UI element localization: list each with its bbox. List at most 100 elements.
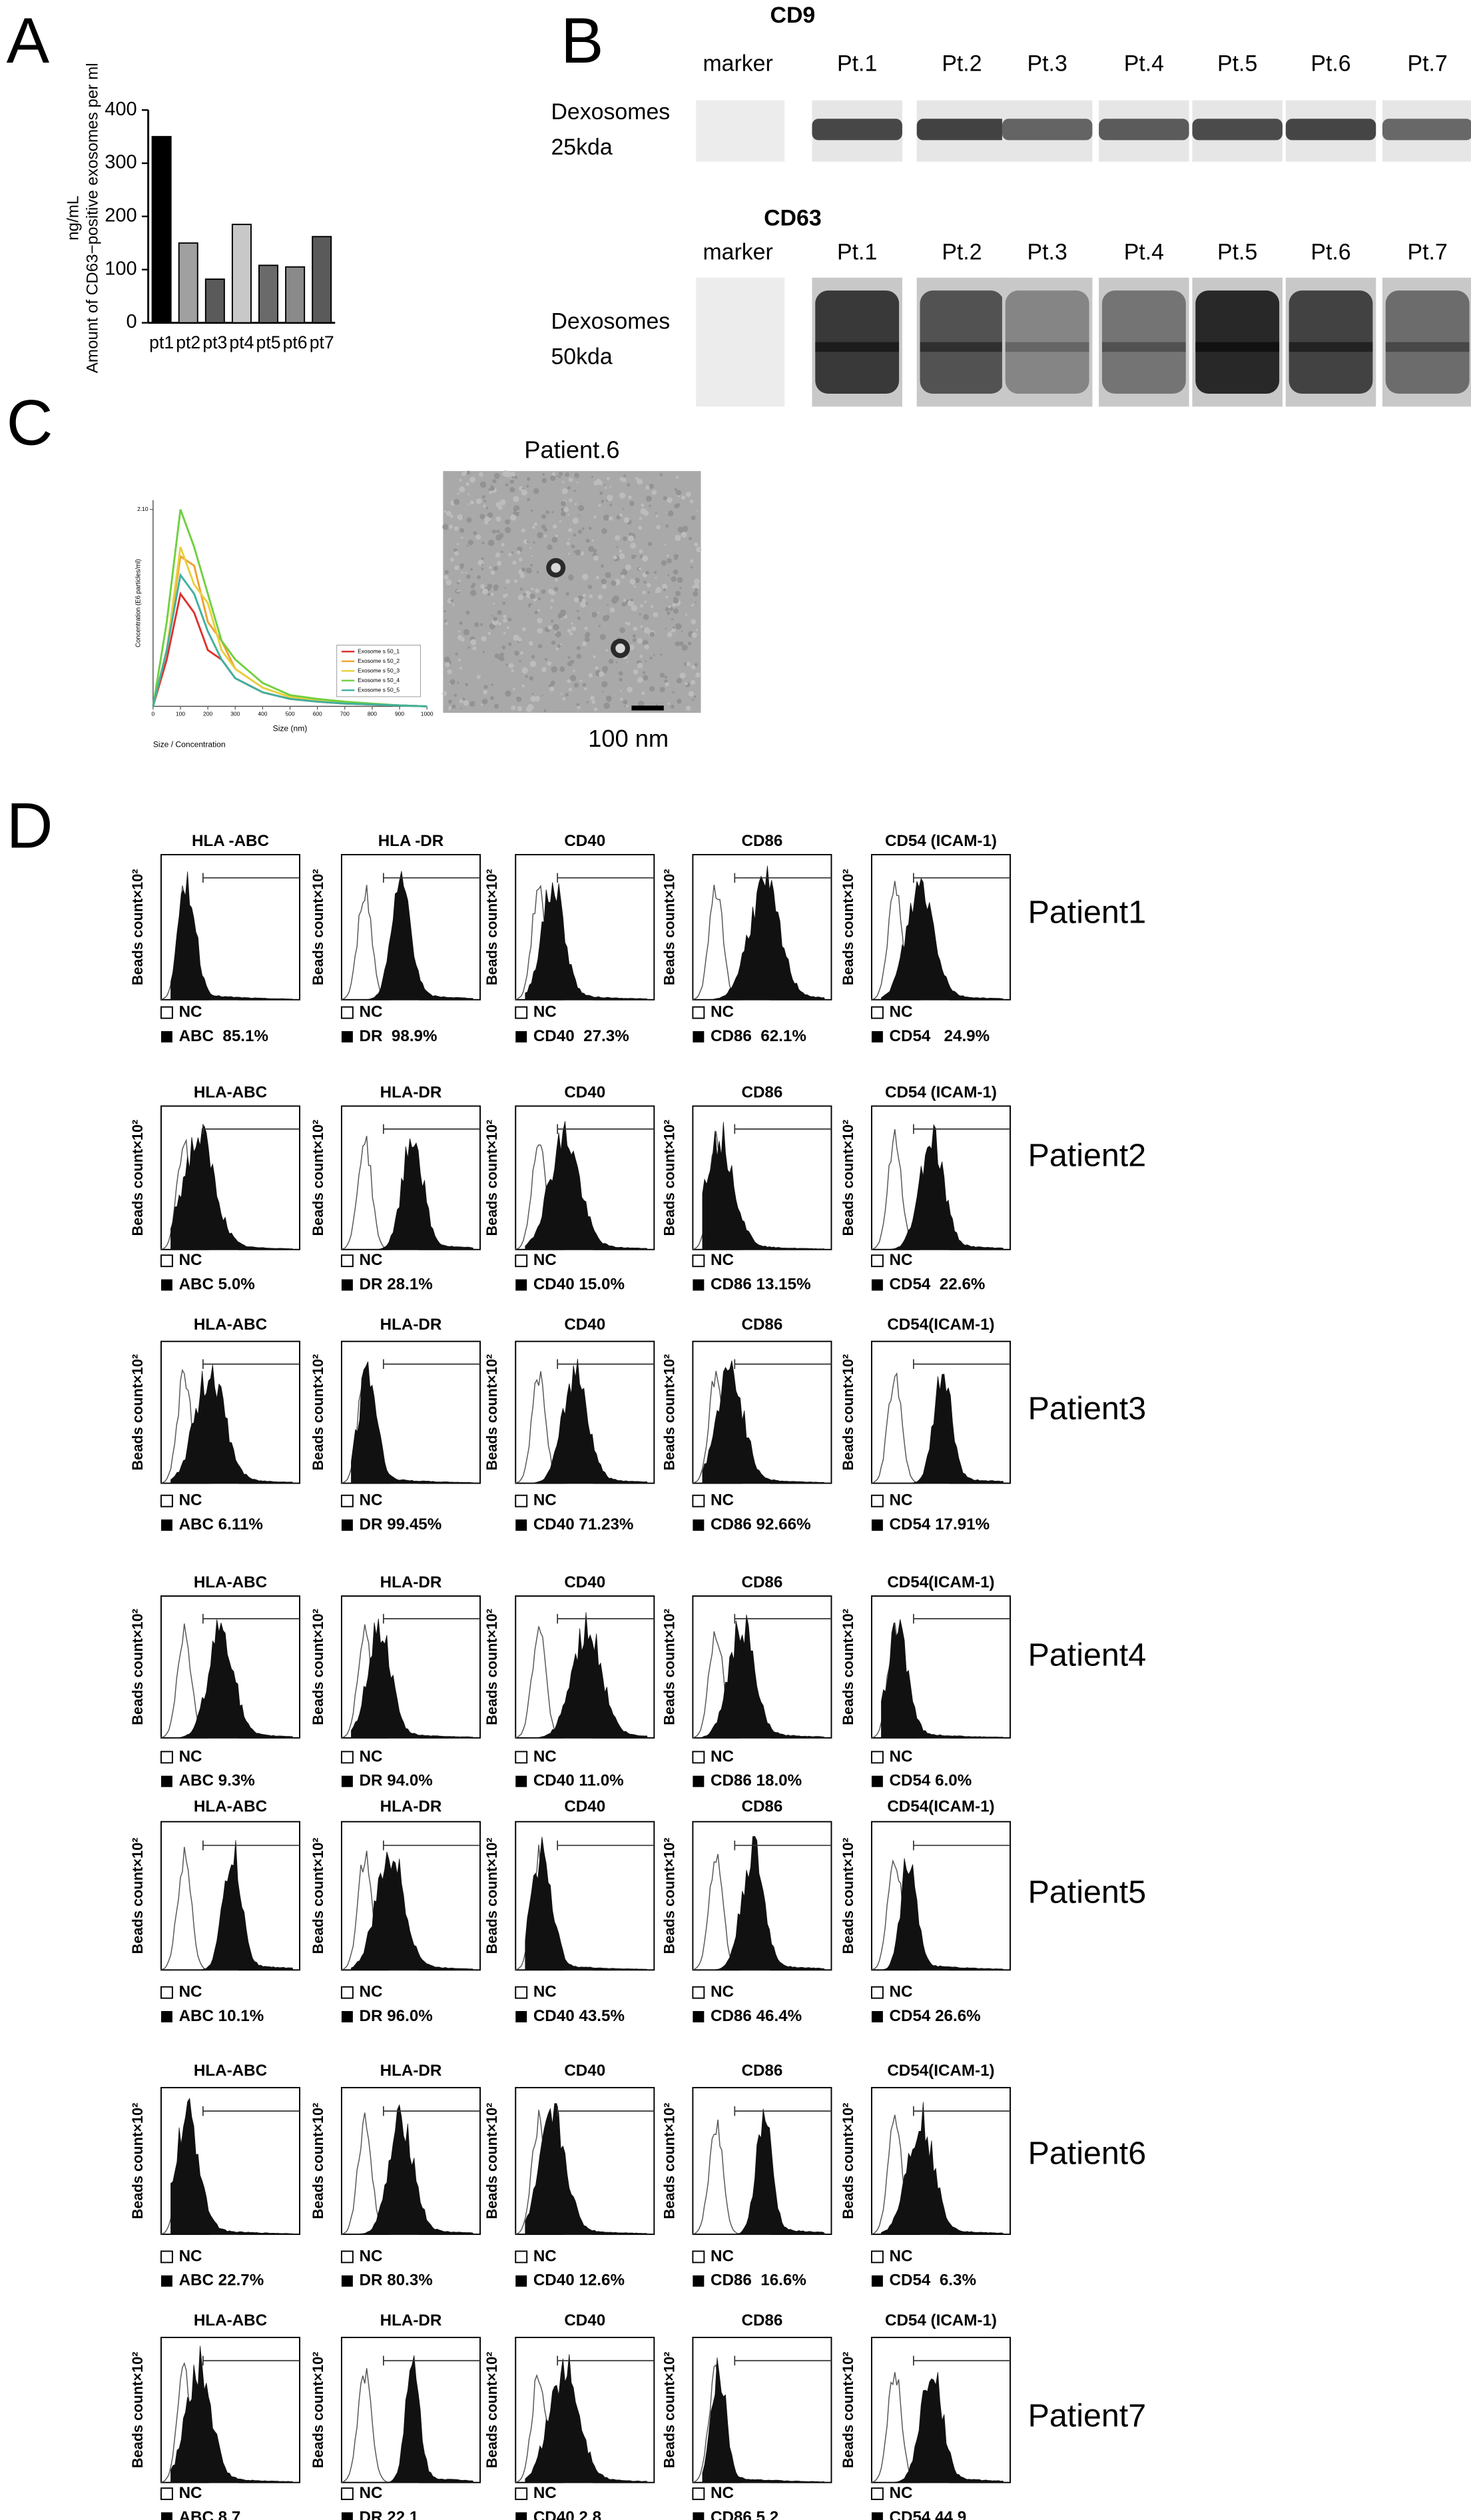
em-noise [571, 544, 575, 549]
em-noise [534, 695, 540, 702]
em-noise [523, 539, 528, 544]
lane-label: Pt.5 [1217, 51, 1257, 76]
em-noise [666, 512, 669, 514]
sample-histogram [525, 2103, 649, 2235]
em-noise [481, 568, 484, 570]
em-noise [593, 655, 596, 659]
em-noise [470, 639, 477, 645]
legend-label: ABC 10.1% [179, 2007, 264, 2025]
legend-swatch [340, 1006, 354, 1019]
em-noise [679, 587, 682, 590]
em-noise [667, 611, 671, 616]
em-noise [491, 529, 496, 534]
em-noise [531, 587, 534, 591]
em-noise [537, 597, 541, 601]
em-noise [627, 686, 633, 693]
em-noise [481, 635, 487, 641]
em-noise [490, 486, 495, 491]
em-noise [508, 552, 512, 557]
legend-label: ABC 5.0% [179, 1275, 255, 1293]
em-noise [619, 492, 626, 499]
em-noise [676, 490, 682, 496]
em-noise [521, 627, 526, 631]
legend-label: CD54 17.91% [890, 1515, 990, 1533]
em-noise [487, 540, 495, 546]
em-noise [447, 699, 453, 704]
em-noise [487, 512, 493, 518]
em-noise [685, 492, 691, 498]
em-noise [493, 587, 498, 592]
em-noise [579, 679, 583, 682]
em-noise [526, 484, 529, 488]
em-noise [568, 528, 573, 532]
y-tick-label: 300 [105, 152, 137, 173]
y-axis-label: Beads count×10² [840, 1609, 856, 1725]
em-noise [591, 476, 593, 478]
legend-label: Exosome s 50_5 [358, 686, 400, 693]
em-noise [527, 498, 530, 502]
em-noise [499, 652, 504, 657]
y-axis-label: Beads count×10² [840, 869, 856, 985]
legend-label: NC [890, 1003, 913, 1021]
em-noise [567, 514, 570, 516]
em-noise [443, 656, 450, 663]
histogram-title: HLA -DR [378, 832, 444, 850]
sample-histogram [702, 2357, 826, 2483]
em-noise [531, 692, 534, 695]
em-noise [555, 631, 561, 637]
histogram-title: CD54(ICAM-1) [887, 1316, 994, 1334]
legend-swatch [692, 2250, 705, 2264]
legend-label: Exosome s 50_3 [358, 667, 400, 673]
em-noise [602, 615, 609, 622]
em-noise [450, 599, 454, 603]
em-noise [598, 624, 601, 628]
em-noise [601, 584, 607, 590]
em-noise [573, 669, 575, 672]
em-noise [685, 705, 691, 711]
em-noise [664, 675, 668, 679]
y-axis-label: Beads count×10² [483, 1838, 500, 1954]
em-noise [525, 675, 528, 678]
em-noise [519, 486, 523, 491]
em-noise [560, 618, 563, 620]
em-noise [498, 622, 501, 626]
legend-swatch [341, 1519, 353, 1531]
em-noise [517, 594, 523, 601]
em-noise [565, 693, 569, 697]
y-axis-label: Beads count×10² [483, 1120, 500, 1236]
histogram-title: CD86 [741, 2311, 782, 2329]
em-noise [511, 476, 514, 479]
legend-swatch [160, 1006, 173, 1019]
legend-swatch [515, 1494, 528, 1507]
blot-band [1289, 290, 1373, 394]
em-noise [690, 679, 696, 685]
em-noise [454, 565, 459, 570]
legend-label: NC [711, 1983, 734, 2001]
legend-label: NC [711, 1003, 734, 1021]
legend-swatch [160, 2250, 173, 2264]
em-noise [675, 476, 679, 479]
histogram-title: CD54(ICAM-1) [887, 1797, 994, 1815]
sample-histogram [170, 1125, 294, 1250]
em-noise [655, 576, 657, 579]
blot-label: 50kda [551, 344, 612, 370]
em-noise [651, 605, 654, 608]
em-noise [576, 610, 579, 613]
em-noise [490, 570, 495, 575]
em-noise [467, 493, 470, 496]
em-noise [463, 471, 467, 475]
em-noise [637, 677, 643, 683]
em-noise [497, 505, 503, 510]
y-axis-label: Beads count×10² [661, 2103, 677, 2220]
em-noise [577, 705, 581, 710]
em-noise [604, 484, 606, 486]
sample-histogram [525, 1358, 649, 1483]
em-noise [521, 528, 525, 533]
em-noise [653, 653, 655, 656]
sample-histogram [702, 1836, 826, 1970]
em-noise [690, 559, 694, 563]
em-noise [587, 585, 590, 588]
bar [312, 236, 332, 324]
